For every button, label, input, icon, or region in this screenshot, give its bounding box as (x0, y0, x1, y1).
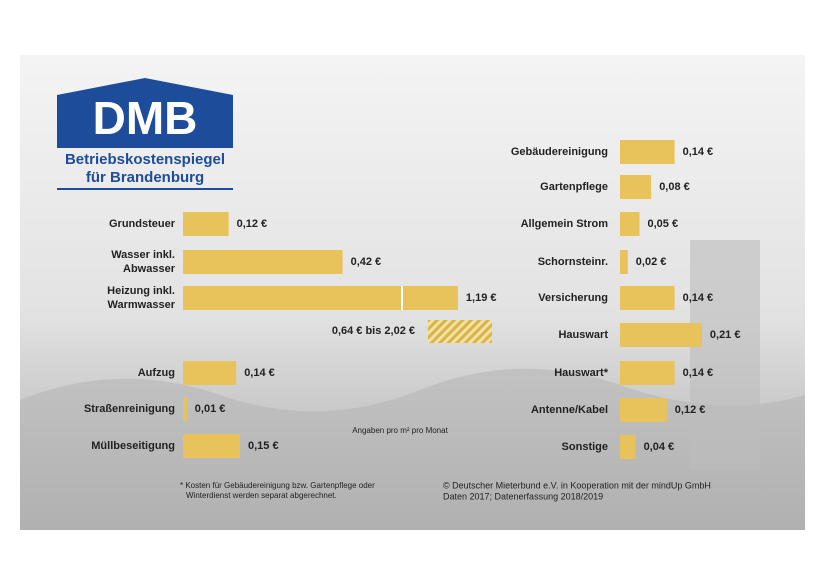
value-label: 1,19 € (466, 292, 497, 304)
value-label: 0,12 € (237, 218, 268, 230)
bar (620, 140, 675, 164)
source: © Deutscher Mieterbund e.V. in Kooperati… (443, 480, 711, 490)
bar (183, 212, 229, 236)
value-label: 0,12 € (675, 404, 706, 416)
category-label: Grundsteuer (109, 218, 176, 230)
bar (620, 175, 652, 199)
footnote: * Kosten für Gebäudereinigung bzw. Garte… (180, 481, 375, 490)
logo-line: Betriebskostenspiegel (65, 151, 225, 168)
bar (183, 250, 343, 274)
bar (620, 286, 675, 310)
bar (620, 361, 675, 385)
logo-line: für Brandenburg (86, 169, 204, 186)
range-label: 0,64 € bis 2,02 € (332, 325, 415, 337)
source: Daten 2017; Datenerfassung 2018/2019 (443, 491, 603, 501)
value-label: 0,04 € (644, 441, 675, 453)
category-label: Müllbeseitigung (91, 440, 175, 452)
category-label: Wasser inkl. (111, 249, 175, 261)
range-swatch (428, 320, 492, 343)
value-label: 0,21 € (710, 329, 741, 341)
chimney (690, 240, 760, 470)
category-label: Warmwasser (108, 299, 176, 311)
value-label: 0,01 € (195, 403, 226, 415)
value-label: 0,02 € (636, 256, 667, 268)
category-label: Antenne/Kabel (531, 404, 608, 416)
bar (620, 250, 628, 274)
value-label: 0,08 € (659, 181, 690, 193)
value-label: 0,14 € (683, 146, 714, 158)
category-label: Gartenpflege (540, 181, 608, 193)
logo-house (57, 78, 233, 148)
category-label: Abwasser (123, 263, 176, 275)
value-label: 0,15 € (248, 440, 279, 452)
logo: DMB Betriebskostenspiegel für Brandenbur… (57, 78, 233, 190)
bar (620, 212, 640, 236)
bar (620, 435, 636, 459)
value-label: 0,14 € (683, 292, 714, 304)
unit-note: Angaben pro m² pro Monat (352, 426, 448, 435)
footnote: Winterdienst werden separat abgerechnet. (186, 491, 337, 500)
bar (620, 323, 702, 347)
value-label: 0,14 € (683, 367, 714, 379)
category-label: Aufzug (138, 367, 175, 379)
category-label: Hauswart (558, 329, 608, 341)
category-label: Sonstige (562, 441, 608, 453)
bar (183, 397, 187, 421)
value-label: 0,42 € (351, 256, 382, 268)
category-label: Allgemein Strom (521, 218, 609, 230)
roof (20, 368, 805, 530)
category-label: Straßenreinigung (84, 403, 175, 415)
category-label: Versicherung (538, 292, 608, 304)
bar (183, 434, 240, 458)
bar (183, 361, 237, 385)
logo-title: DMB (93, 92, 198, 144)
category-label: Gebäudereinigung (511, 146, 608, 158)
category-label: Heizung inkl. (107, 285, 175, 297)
value-label: 0,05 € (648, 218, 679, 230)
category-label: Hauswart* (554, 367, 609, 379)
value-label: 0,14 € (244, 367, 275, 379)
bar (183, 286, 458, 310)
category-label: Schornsteinr. (538, 256, 608, 268)
bar (620, 398, 667, 422)
